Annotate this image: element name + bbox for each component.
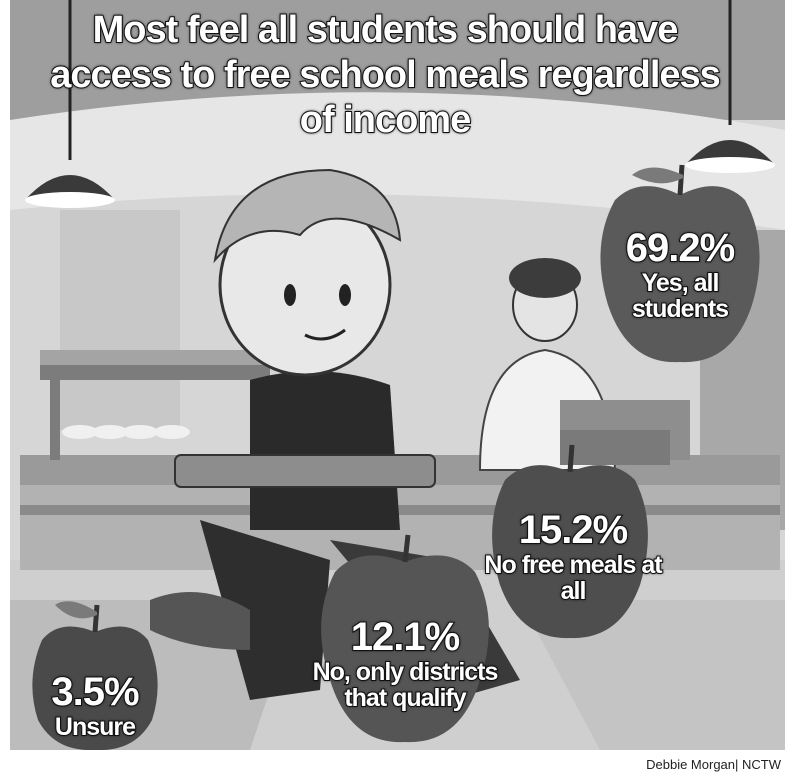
pie-slice: 3.5% Unsure — [20, 669, 170, 741]
pie-slice: 12.1% No, only districts that qualify — [300, 614, 510, 712]
slice-value-label: 15.2% — [518, 507, 629, 553]
apple-icon — [32, 601, 158, 751]
slice-category-label: Unsure — [54, 713, 137, 741]
chart-title: Most feel all students should have acces… — [49, 8, 722, 142]
apple-icon — [321, 534, 489, 743]
slice-value-label: 69.2% — [625, 225, 736, 271]
apple-icon — [600, 164, 760, 363]
slice-value-label: 12.1% — [350, 614, 461, 660]
slice-category-label: Yes, all students — [631, 269, 730, 323]
pie-slice: 15.2% No free meals at all — [478, 507, 668, 605]
pie-slice: 69.2% Yes, all students — [600, 225, 760, 323]
photo-credit: Debbie Morgan| NCTW — [646, 757, 781, 772]
apple-icon — [492, 444, 648, 639]
slice-category-label: No, only districts that qualify — [312, 658, 500, 712]
slice-value-label: 3.5% — [50, 669, 140, 715]
slice-category-label: No free meals at all — [483, 551, 663, 605]
